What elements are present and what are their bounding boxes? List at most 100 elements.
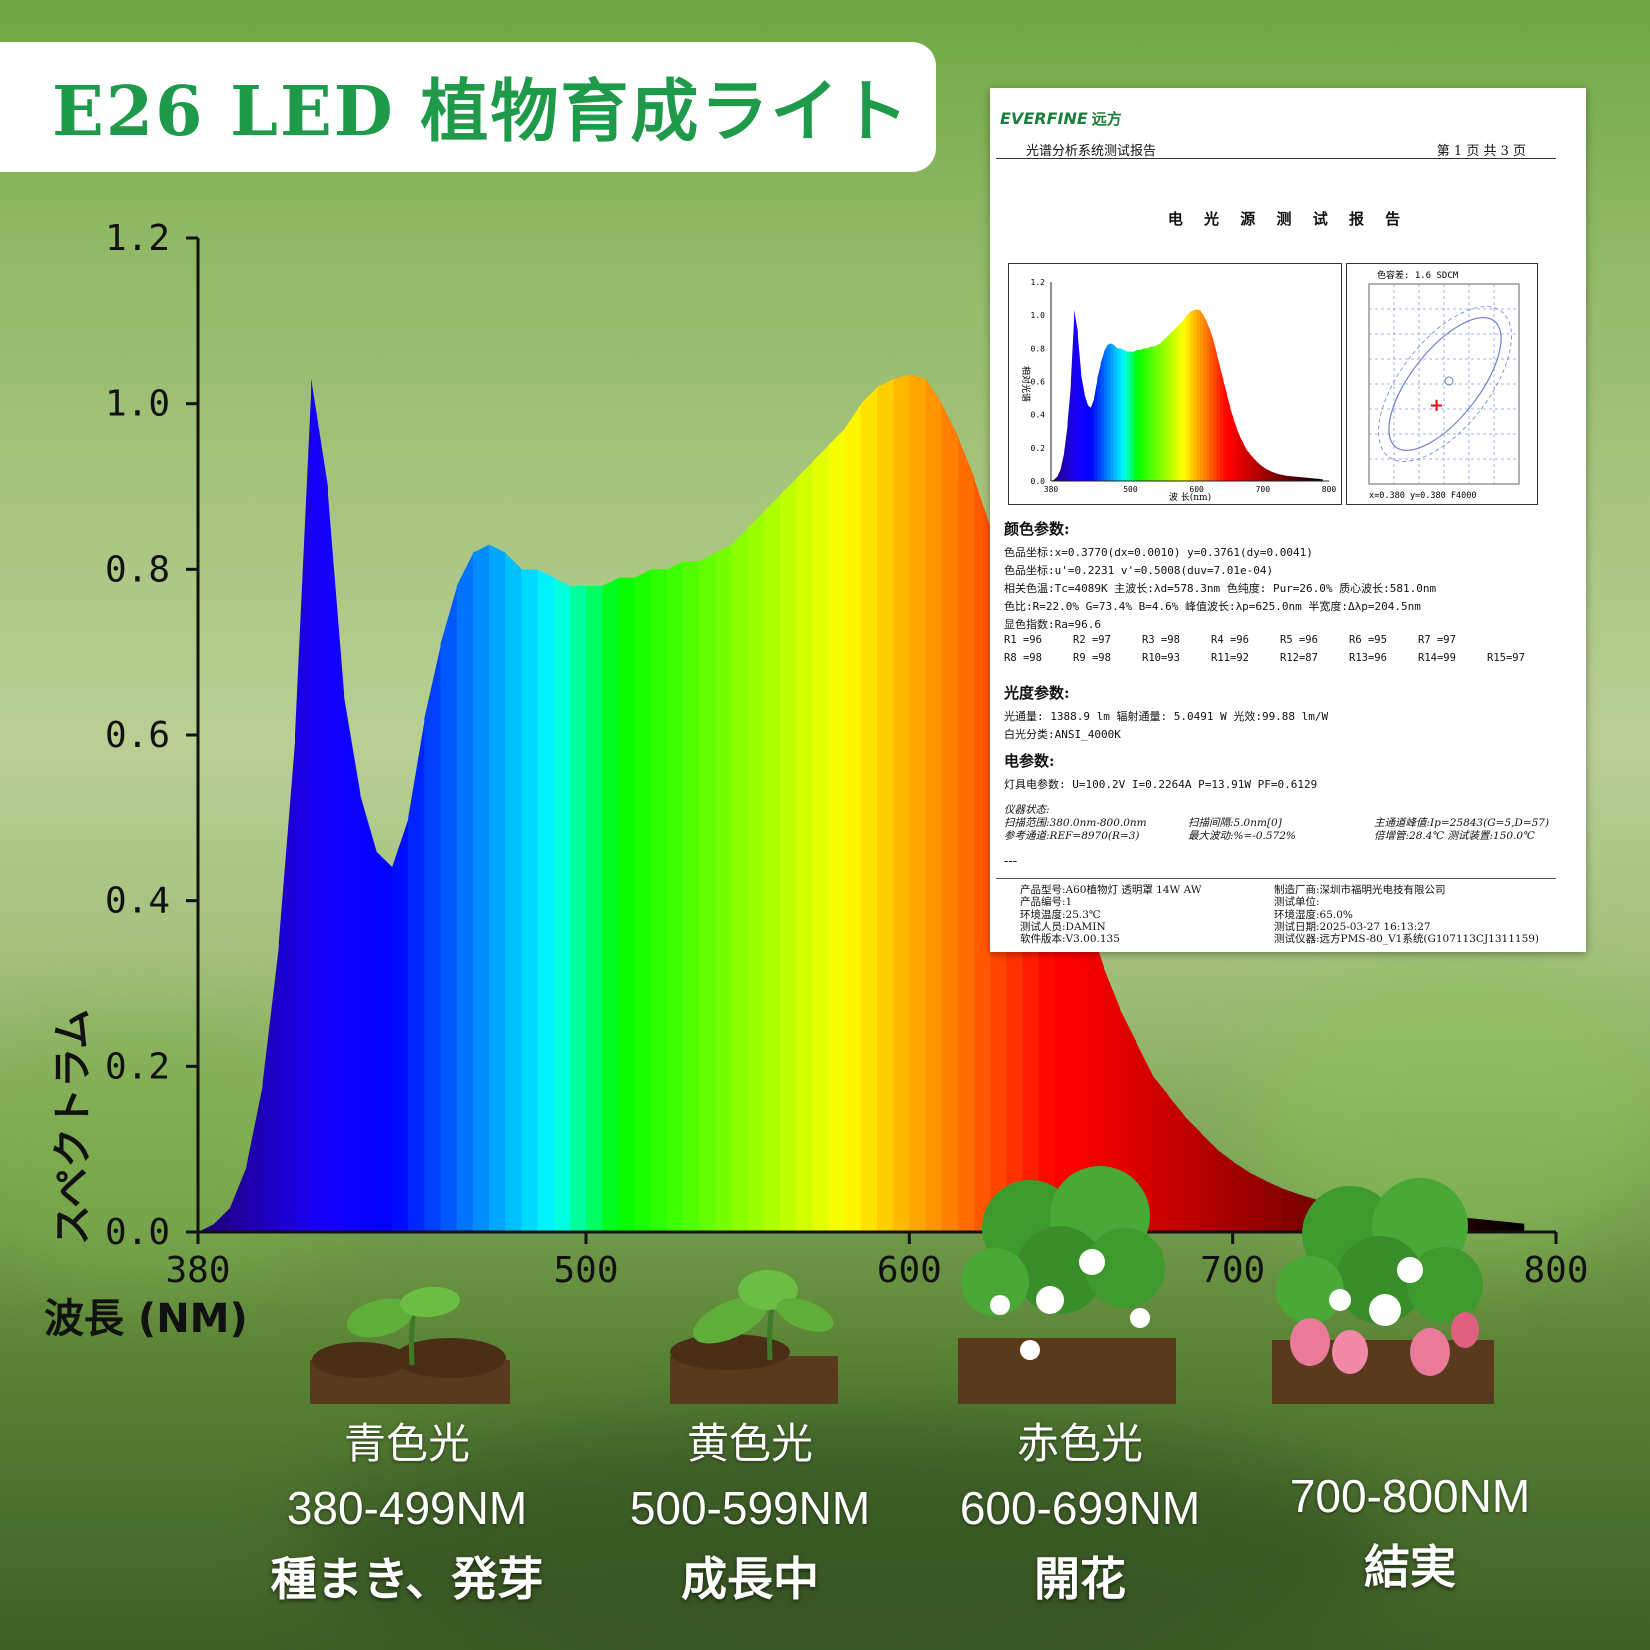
footer-line: 环境温度:25.3℃ <box>1020 908 1101 921</box>
mini-spectrum-segment <box>1315 478 1320 481</box>
fruiting-plant-icon <box>1272 1178 1494 1404</box>
stage-purpose: 種まき、発芽 <box>270 1552 544 1606</box>
footer-line: 测试单位: <box>1274 896 1320 909</box>
spectrum-segment <box>715 544 733 1232</box>
x-tick-label: 700 <box>1200 1250 1265 1291</box>
mini-x-tick-label: 800 <box>1322 485 1337 494</box>
cie-diagram: 色容差: 1.6 SDCM + x=0.380 y=0.380 F4000 <box>1346 263 1538 505</box>
stage-purpose: 結実 <box>1364 1540 1456 1594</box>
brand-name: EVERFINE <box>1000 109 1088 128</box>
mini-spectrum-segment <box>1166 333 1171 481</box>
instrument-line: 主通道峰值:Ip=25843(G=5,D=57) <box>1374 817 1550 829</box>
spectrum-segment <box>521 569 539 1232</box>
mini-spectrum-segment <box>1090 398 1095 481</box>
mini-spectrum-segment <box>1259 464 1264 481</box>
mini-spectrum-segment <box>1216 353 1221 481</box>
color-param-line: 色品坐标:x=0.3770(dx=0.0010) y=0.3761(dy=0.0… <box>1004 546 1313 559</box>
mini-spectrum-segment <box>1180 320 1184 481</box>
spectrum-segment <box>586 585 603 1232</box>
report-title: 电 光 源 测 试 报 告 <box>1167 210 1409 228</box>
spectrum-segment <box>295 378 312 1233</box>
mini-spectrum-segment <box>1064 422 1068 481</box>
elec-params-heading: 电参数: <box>1004 752 1055 770</box>
mini-spectrum-segment <box>1173 326 1178 481</box>
mini-spectrum-segment <box>1203 315 1207 481</box>
mini-x-tick-label: 500 <box>1123 485 1138 494</box>
spectrum-segment <box>489 544 506 1232</box>
dashes: --- <box>1004 854 1018 869</box>
y-tick-label: 0.8 <box>105 549 170 590</box>
mini-spectrum-segment <box>1262 466 1267 481</box>
instrument-line: 扫描间隔:5.0nm[0] <box>1188 817 1282 829</box>
spectrum-segment <box>537 569 555 1232</box>
r-value: R3 =98 <box>1142 634 1180 646</box>
cie-plot: 色容差: 1.6 SDCM + x=0.380 y=0.380 F4000 <box>1368 269 1520 501</box>
mini-spectrum-segment <box>1305 477 1310 481</box>
mini-y-tick-label: 1.0 <box>1031 311 1046 320</box>
spectrum-segment <box>424 643 442 1232</box>
spectrum-segment <box>1248 1172 1266 1232</box>
color-param-line: 显色指数:Ra=96.6 <box>1004 618 1101 631</box>
cie-footer: x=0.380 y=0.380 F4000 <box>1369 491 1476 501</box>
footer-line: 软件版本:V3.00.135 <box>1020 933 1120 946</box>
mini-y-label: 相对光谱 <box>1020 366 1032 402</box>
mini-spectrum-segment <box>1193 309 1198 481</box>
spectrum-segment <box>844 403 862 1233</box>
instrument-line: 最大波动:%=-0.572% <box>1188 830 1296 842</box>
y-tick-label: 0.4 <box>105 881 170 922</box>
mini-spectrum-segment <box>1077 331 1082 481</box>
mini-spectrum-segment <box>1279 474 1284 481</box>
spectrum-segment <box>1475 1218 1492 1232</box>
footer-left: 产品型号:A60植物灯 透明罩 14W AW 产品编号:1 环境温度:25.3℃… <box>1020 884 1202 945</box>
spectrum-segment <box>796 461 813 1232</box>
spectrum-segment <box>214 1207 231 1232</box>
r-value: R9 =98 <box>1073 652 1111 664</box>
cie-title: 色容差: 1.6 SDCM <box>1377 269 1459 281</box>
cie-ellipse <box>1388 316 1502 452</box>
seedling-icon <box>310 1286 510 1404</box>
footer-line: 环境湿度:65.0% <box>1274 908 1353 921</box>
spectrum-segment <box>553 577 571 1232</box>
stage-color-label: 赤色光 <box>1016 1419 1143 1468</box>
divider <box>996 158 1556 159</box>
stage-color-label <box>1245 1410 1575 1459</box>
stage-color-label: 青色光 <box>343 1419 470 1468</box>
spectrum-segment <box>311 378 328 1233</box>
y-tick-label: 0.6 <box>105 715 170 756</box>
stage-red: 赤色光 600-699NM 開花 <box>915 1410 1245 1609</box>
spectrum-segment <box>602 577 619 1232</box>
spectrum-segment <box>650 569 668 1232</box>
spectrum-segment <box>893 374 910 1232</box>
mini-spectrum-segment <box>1080 373 1085 481</box>
instrument-line: 参考通道:REF=8970(R=3) <box>1004 830 1140 842</box>
y-tick-label: 1.2 <box>105 218 170 259</box>
mini-spectrum-chart: 1.2 1.0 0.8 0.6 0.4 0.2 0.0 380 500 600 700 800 波 长(… <box>1008 263 1342 505</box>
mini-spectrum-segment <box>1160 340 1164 481</box>
mini-spectrum-segment <box>1123 349 1128 481</box>
r-value: R4 =96 <box>1211 634 1249 646</box>
spectrum-segment <box>1232 1161 1250 1232</box>
color-param-line: 色品坐标:u'=0.2231 v'=0.5008(duv=7.01e-04) <box>1004 564 1274 577</box>
r-value: R5 =96 <box>1280 634 1318 646</box>
mini-x-label: 波 长(nm) <box>1169 491 1211 503</box>
spectrum-segment <box>392 817 409 1232</box>
mini-spectrum-segment <box>1190 310 1194 481</box>
mini-spectrum-segment <box>1183 315 1188 481</box>
mini-spectrum-segment <box>1312 478 1317 481</box>
r-value: R11=92 <box>1211 652 1249 664</box>
spectrum-segment <box>957 436 975 1232</box>
mini-spectrum-segment <box>1103 345 1108 481</box>
mini-spectrum-segment <box>1236 427 1241 481</box>
footer-line: 产品编号:1 <box>1020 896 1073 909</box>
mini-spectrum-segment <box>1070 310 1075 481</box>
footer-line: 制造厂商:深圳市福明光电技有限公司 <box>1274 884 1446 896</box>
stage-range: 700-800NM <box>1289 1470 1531 1522</box>
title-banner <box>0 42 936 172</box>
r-value: R1 =96 <box>1004 634 1042 646</box>
x-tick-label: 500 <box>553 1250 618 1291</box>
report-subtitle: 光谱分析系统测试报告 <box>1026 144 1157 159</box>
instrument-line: 倍增管:28.4℃ 测试装置:150.0℃ <box>1374 830 1535 842</box>
mini-spectrum-segment <box>1074 310 1078 481</box>
